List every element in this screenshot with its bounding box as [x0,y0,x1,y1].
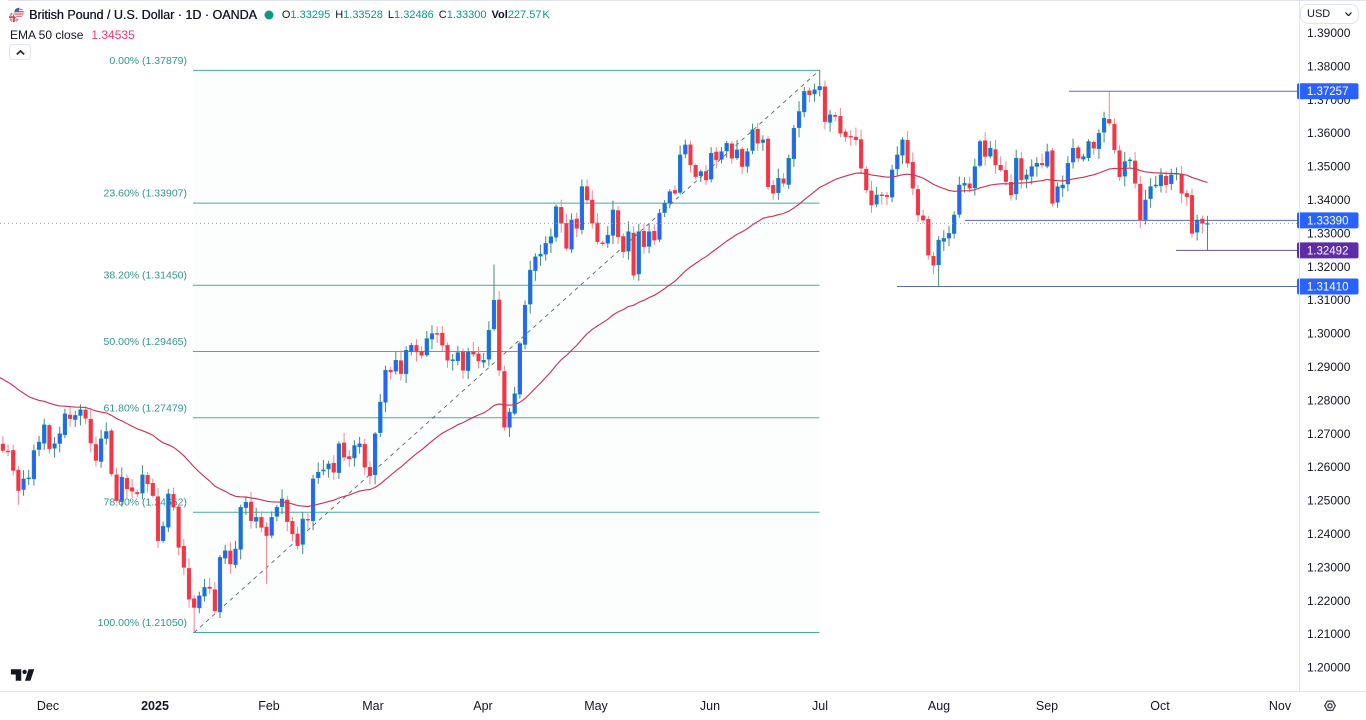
svg-text:0.00% (1.37879): 0.00% (1.37879) [109,55,187,67]
svg-text:1.23000: 1.23000 [1307,560,1351,574]
svg-text:1.31410: 1.31410 [1307,282,1349,294]
svg-text:1.26000: 1.26000 [1307,460,1351,474]
svg-text:Mar: Mar [362,699,384,713]
svg-text:78.60% (1.24652): 78.60% (1.24652) [104,497,187,509]
svg-text:23.60% (1.33907): 23.60% (1.33907) [104,188,187,200]
svg-text:1.36000: 1.36000 [1307,126,1351,140]
svg-text:1.27000: 1.27000 [1307,427,1351,441]
svg-text:1.32492: 1.32492 [1307,245,1349,257]
svg-text:38.20% (1.31450): 38.20% (1.31450) [104,270,187,282]
svg-text:Oct: Oct [1150,699,1170,713]
svg-text:1.24000: 1.24000 [1307,527,1351,541]
svg-text:1.39000: 1.39000 [1307,26,1351,40]
svg-text:Apr: Apr [473,699,492,713]
svg-text:Nov: Nov [1269,699,1292,713]
svg-text:Jul: Jul [812,699,828,713]
svg-text:Aug: Aug [928,699,950,713]
svg-text:Jun: Jun [700,699,720,713]
svg-text:1.31000: 1.31000 [1307,293,1351,307]
svg-text:1.33390: 1.33390 [1307,215,1349,227]
svg-text:1.22000: 1.22000 [1307,594,1351,608]
svg-text:1.25000: 1.25000 [1307,494,1351,508]
svg-text:Dec: Dec [37,699,59,713]
svg-text:1.30000: 1.30000 [1307,327,1351,341]
svg-text:1.33000: 1.33000 [1307,226,1351,240]
svg-text:1.20000: 1.20000 [1307,661,1351,675]
svg-text:Feb: Feb [258,699,280,713]
svg-text:1.21000: 1.21000 [1307,627,1351,641]
svg-text:1.29000: 1.29000 [1307,360,1351,374]
svg-text:1.28000: 1.28000 [1307,393,1351,407]
svg-text:100.00% (1.21050): 100.00% (1.21050) [98,617,187,629]
svg-text:50.00% (1.29465): 50.00% (1.29465) [104,336,187,348]
svg-text:May: May [584,699,608,713]
svg-text:61.80% (1.27479): 61.80% (1.27479) [104,402,187,414]
svg-text:1.35000: 1.35000 [1307,160,1351,174]
svg-text:1.32000: 1.32000 [1307,260,1351,274]
svg-text:2025: 2025 [141,699,169,713]
svg-text:1.37257: 1.37257 [1307,86,1349,98]
svg-text:Sep: Sep [1036,699,1058,713]
svg-text:1.38000: 1.38000 [1307,59,1351,73]
svg-text:1.34000: 1.34000 [1307,193,1351,207]
